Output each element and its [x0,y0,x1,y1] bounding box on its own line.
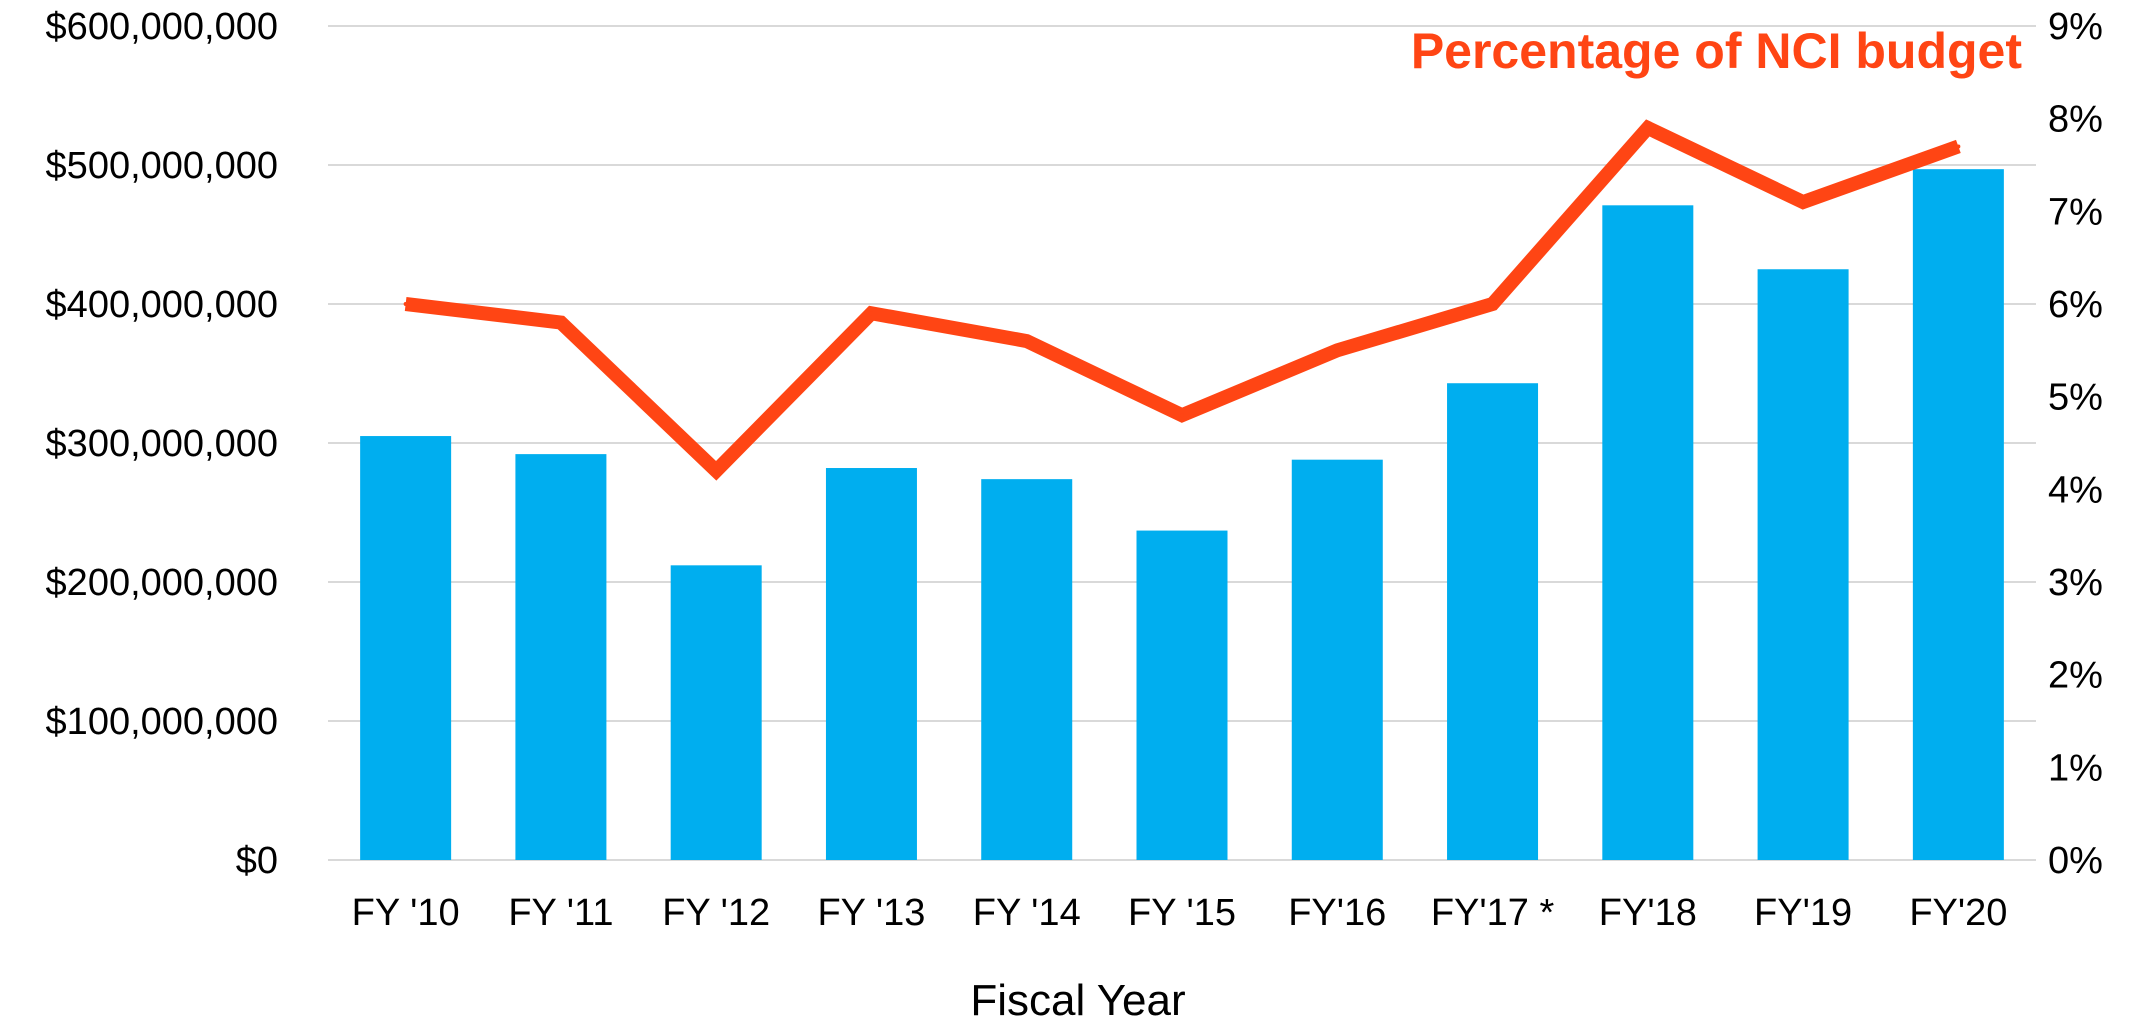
right-axis-tick-label: 7% [2048,191,2103,233]
right-axis-tick-label: 8% [2048,99,2103,141]
right-axis-tick-label: 6% [2048,284,2103,326]
percentage-line [404,119,1961,481]
line-point [403,302,408,306]
x-axis-tick-label: FY'16 [1288,892,1386,934]
line-point [1801,200,1806,205]
x-axis-tick-label: FY '11 [508,892,613,934]
bar [670,565,762,860]
right-axis-tick-label: 9% [2048,6,2103,48]
bar [825,468,917,860]
right-axis-tick-label: 5% [2048,377,2103,419]
x-axis-ticks: FY '10 FY '11 FY '12 FY '13 FY '14 FY '15 FY'1… [352,892,2008,934]
right-axis-tick-label: 0% [2048,840,2103,882]
x-axis-tick-label: FY '15 [1128,892,1236,934]
line-series [403,119,1961,481]
x-axis-tick-label: FY '12 [662,892,770,934]
bar [1602,205,1694,860]
x-axis-title: Fiscal Year [970,976,1185,1025]
left-axis-tick-label: $100,000,000 [46,701,278,743]
line-point [1490,302,1495,306]
line-point [869,311,874,316]
line-point [558,320,563,325]
bar [1291,459,1383,860]
line-point [714,468,719,473]
x-axis-tick-label: FY '10 [352,892,460,934]
right-axis-tick-label: 3% [2048,562,2103,604]
x-axis-tick-label: FY'17 * [1431,892,1555,934]
right-axis-tick-label: 1% [2048,747,2103,789]
left-axis-ticks: $0 $100,000,000 $200,000,000 $300,000,000 $4… [46,6,278,882]
left-axis-tick-label: $0 [236,840,278,882]
left-axis-tick-label: $200,000,000 [46,562,278,604]
right-axis-tick-label: 4% [2048,469,2103,511]
bar-series [360,169,2004,861]
line-series-label: Percentage of NCI budget [1411,23,2023,79]
bar [1757,269,1849,860]
line-point [1956,144,1961,149]
left-axis-tick-label: $600,000,000 [46,6,278,48]
bar [1447,383,1539,860]
right-axis-tick-label: 2% [2048,655,2103,697]
line-point [1180,413,1184,418]
x-axis-tick-label: FY'19 [1754,892,1852,934]
x-axis-tick-label: FY'20 [1909,892,2007,934]
line-point [1335,348,1340,353]
bar [360,436,452,860]
x-axis-tick-label: FY '14 [973,892,1081,934]
bar [981,479,1073,860]
bar [1912,169,2004,861]
left-axis-tick-label: $300,000,000 [46,423,278,465]
right-axis-ticks: 0% 1% 2% 3% 4% 5% 6% 7% 8% 9% [2048,6,2103,882]
line-point [1024,339,1029,344]
line-point [1645,125,1650,130]
left-axis-tick-label: $400,000,000 [46,284,278,326]
x-axis-tick-label: FY'18 [1599,892,1697,934]
left-axis-tick-label: $500,000,000 [46,145,278,187]
bar [1136,530,1228,860]
bar [515,454,607,860]
x-axis-tick-label: FY '13 [817,892,925,934]
